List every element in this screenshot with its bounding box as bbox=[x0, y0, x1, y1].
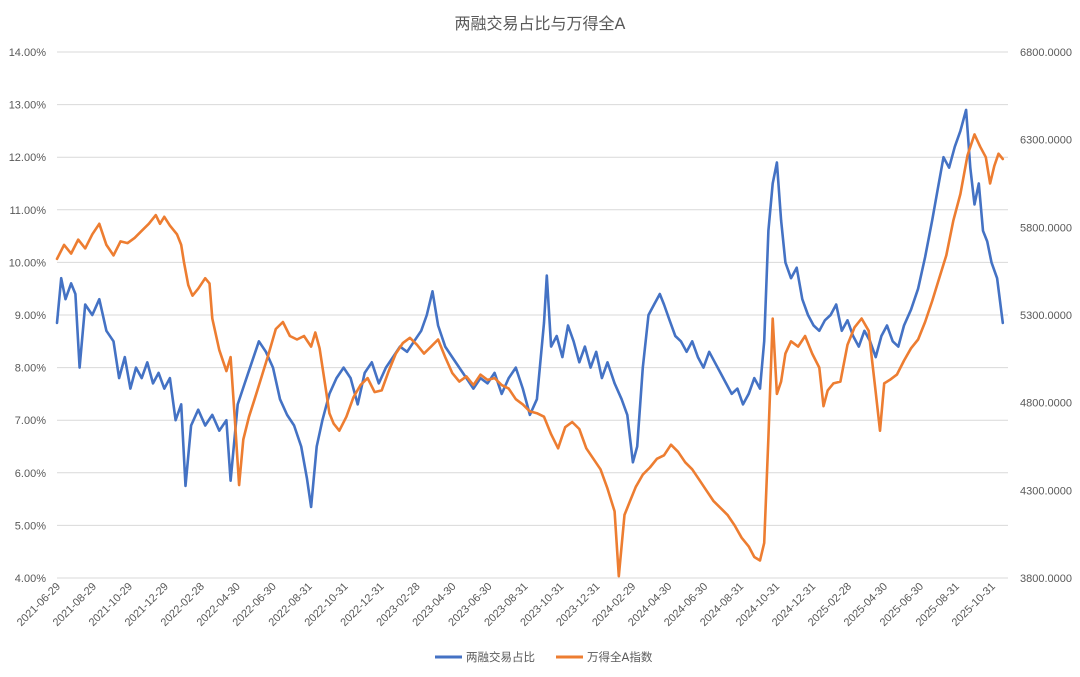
left-axis-tick-label: 8.00% bbox=[15, 363, 46, 375]
left-axis-tick-label: 9.00% bbox=[15, 310, 46, 322]
right-axis-tick-label: 3800.0000 bbox=[1020, 573, 1072, 585]
series-lines bbox=[55, 108, 1005, 578]
right-axis-tick-label: 5300.0000 bbox=[1020, 310, 1072, 322]
left-axis-tick-label: 14.00% bbox=[9, 47, 47, 59]
right-axis-tick-labels: 3800.0000 4300.0000 4800.0000 5300.0000 5800… bbox=[1020, 47, 1072, 585]
right-axis-tick-label: 4300.0000 bbox=[1020, 485, 1072, 497]
chart-title: 两融交易占比与万得全A bbox=[455, 14, 626, 33]
left-axis-tick-labels: 4.00% 5.00% 6.00% 7.00% 8.00% 9.00% 10.00% 11.0… bbox=[9, 47, 47, 585]
gridlines bbox=[57, 51, 1008, 579]
legend-label-wind-a-index: 万得全A指数 bbox=[587, 650, 653, 664]
right-axis-tick-label: 6300.0000 bbox=[1020, 135, 1072, 147]
series-line-wind-a-index bbox=[55, 133, 1005, 578]
series-line-margin-ratio bbox=[55, 108, 1005, 509]
left-axis-tick-label: 5.00% bbox=[15, 520, 46, 532]
left-axis-tick-label: 12.00% bbox=[9, 152, 47, 164]
left-axis-tick-label: 11.00% bbox=[10, 205, 47, 217]
left-axis-tick-label: 4.00% bbox=[15, 573, 46, 585]
right-axis-tick-label: 4800.0000 bbox=[1020, 398, 1072, 410]
right-axis-tick-label: 5800.0000 bbox=[1020, 222, 1072, 234]
left-axis-tick-label: 6.00% bbox=[15, 468, 46, 480]
left-axis-tick-label: 10.00% bbox=[9, 257, 47, 269]
left-axis-tick-label: 7.00% bbox=[15, 415, 46, 427]
legend-label-margin-ratio: 两融交易占比 bbox=[466, 650, 535, 664]
right-axis-tick-label: 6800.0000 bbox=[1020, 47, 1072, 59]
legend: 两融交易占比 万得全A指数 bbox=[435, 650, 653, 664]
left-axis-tick-label: 13.00% bbox=[9, 100, 47, 112]
